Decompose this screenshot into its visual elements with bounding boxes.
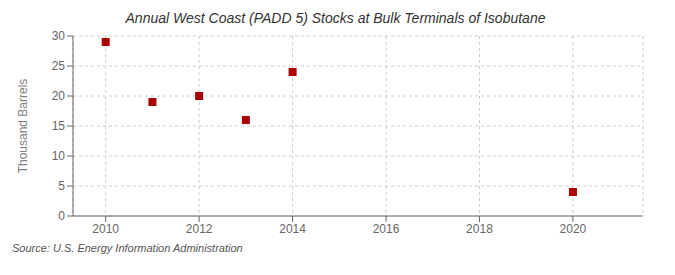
svg-text:5: 5 (58, 179, 65, 193)
svg-text:2010: 2010 (92, 222, 119, 236)
svg-text:2014: 2014 (279, 222, 306, 236)
svg-text:2012: 2012 (186, 222, 213, 236)
svg-text:10: 10 (52, 149, 66, 163)
svg-text:15: 15 (52, 119, 66, 133)
svg-text:25: 25 (52, 59, 66, 73)
svg-text:0: 0 (58, 209, 65, 223)
svg-text:30: 30 (52, 29, 66, 43)
svg-text:Thousand Barrels: Thousand Barrels (16, 79, 30, 174)
svg-text:2020: 2020 (560, 222, 587, 236)
svg-text:20: 20 (52, 89, 66, 103)
html-text:Annual West Coast (PADD 5) Sto: Annual West Coast (PADD 5) Stocks at Bul… (125, 10, 546, 26)
svg-text:2016: 2016 (373, 222, 400, 236)
svg-text:2018: 2018 (466, 222, 493, 236)
html-text:Source: U.S. Energy Informatio: Source: U.S. Energy Information Administ… (12, 242, 243, 254)
